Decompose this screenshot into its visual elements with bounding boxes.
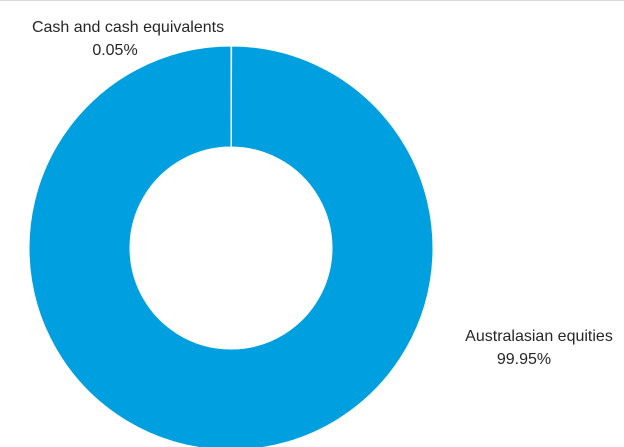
slice-label-equities: Australasian equities <box>465 328 613 345</box>
slice-label-cash: Cash and cash equivalents <box>32 19 224 36</box>
slice-value-equities: 99.95% <box>497 351 551 368</box>
donut-slice-australasian-equities <box>28 45 434 447</box>
donut-slices <box>28 45 434 447</box>
slice-value-cash: 0.05% <box>92 42 137 59</box>
